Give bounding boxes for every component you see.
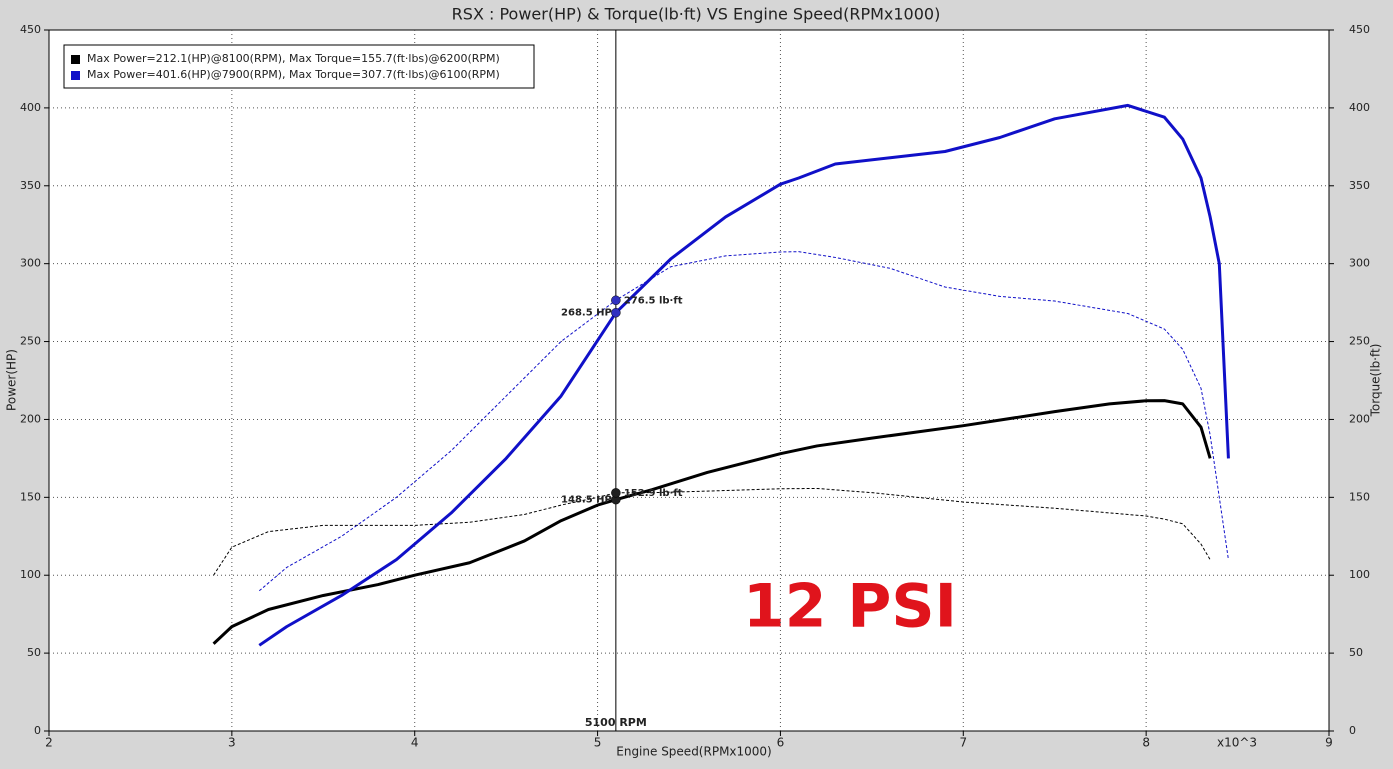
- power-line: [212, 399, 1212, 645]
- y2-tick-label: 150: [1349, 490, 1370, 503]
- y-tick-label: 350: [20, 179, 41, 192]
- readout-marker: [611, 295, 621, 306]
- y2-tick-label: 50: [1349, 646, 1363, 659]
- legend-label: Max Power=212.1(HP)@8100(RPM), Max Torqu…: [87, 52, 500, 65]
- y-tick-label: 250: [20, 335, 41, 348]
- y2-tick-label: 300: [1349, 257, 1370, 270]
- x-tick-label: 6: [777, 736, 785, 750]
- y-tick-label: 450: [20, 23, 41, 36]
- x-tick-label: 5: [594, 736, 602, 750]
- power-line: [258, 103, 1230, 647]
- readout-label: 148.5 HP: [561, 495, 612, 506]
- annotation: 12 PSI: [743, 572, 957, 642]
- x-tick-label: 9: [1325, 736, 1333, 750]
- x-tick-label: 4: [411, 736, 419, 750]
- y2-tick-label: 250: [1349, 335, 1370, 348]
- y2-tick-label: 0: [1349, 724, 1356, 737]
- x-tick-label: 8: [1142, 736, 1150, 750]
- chart-title: RSX : Power(HP) & Torque(lb·ft) VS Engin…: [452, 5, 941, 24]
- readout-marker: [611, 307, 621, 318]
- y-axis-label: Power(HP): [5, 349, 19, 411]
- readout-label: 152.9 lb·ft: [624, 488, 683, 499]
- readout-marker: [611, 488, 621, 498]
- x-axis-label: Engine Speed(RPMx1000): [616, 745, 772, 759]
- y2-tick-label: 200: [1349, 412, 1370, 425]
- y-tick-label: 200: [20, 412, 41, 425]
- y2-tick-label: 100: [1349, 568, 1370, 581]
- x-tick-label: 2: [45, 736, 53, 750]
- y2-tick-label: 350: [1349, 179, 1370, 192]
- readout-label: 276.5 lb·ft: [624, 295, 683, 306]
- y2-tick-label: 400: [1349, 101, 1370, 114]
- legend-swatch: [71, 71, 80, 80]
- y-tick-label: 400: [20, 101, 41, 114]
- legend: [63, 44, 535, 89]
- y-tick-label: 0: [34, 724, 41, 737]
- readout-label: 268.5 HP: [561, 308, 612, 319]
- y2-tick-label: 450: [1349, 23, 1370, 36]
- legend-swatch: [71, 55, 80, 64]
- y-tick-label: 150: [20, 490, 41, 503]
- x-tick-label: 3: [228, 736, 236, 750]
- legend-label: Max Power=401.6(HP)@7900(RPM), Max Torqu…: [87, 68, 500, 81]
- cursor-label: 5100 RPM: [585, 716, 647, 729]
- x-tick-label: 7: [959, 736, 967, 750]
- plot-area: [48, 29, 1330, 732]
- torque-line: [258, 251, 1229, 592]
- x-multiplier: x10^3: [1217, 736, 1257, 750]
- y-tick-label: 300: [20, 257, 41, 270]
- y2-axis-label: Torque(lb·ft): [1369, 344, 1383, 418]
- y-tick-label: 50: [27, 646, 41, 659]
- y-tick-label: 100: [20, 568, 41, 581]
